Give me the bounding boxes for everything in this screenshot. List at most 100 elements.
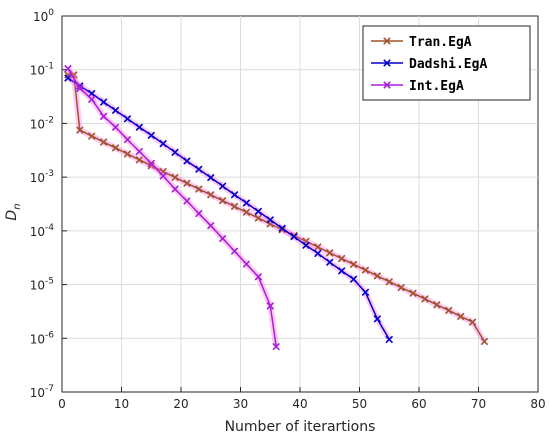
data-point xyxy=(70,71,78,79)
y-tick-label: 10-7 xyxy=(30,384,54,400)
legend-marker xyxy=(383,59,391,67)
data-point xyxy=(218,182,227,190)
data-point xyxy=(87,89,96,98)
data-point xyxy=(183,179,191,188)
data-point xyxy=(111,106,120,115)
x-tick-label: 0 xyxy=(58,397,66,411)
data-point xyxy=(337,254,346,263)
data-point xyxy=(254,272,263,281)
data-point xyxy=(147,131,156,140)
data-point xyxy=(433,301,441,309)
data-point xyxy=(99,138,108,146)
series-layer xyxy=(64,64,489,351)
data-point xyxy=(123,150,132,158)
data-point xyxy=(230,247,239,255)
legend-label: Tran.EgA xyxy=(409,35,472,50)
data-point xyxy=(218,196,227,205)
y-tick-label: 100 xyxy=(33,8,54,24)
data-point xyxy=(195,209,203,218)
legend-label: Dadshi.EgA xyxy=(409,57,487,72)
data-point xyxy=(361,288,370,297)
data-point xyxy=(206,190,215,199)
legend-marker xyxy=(383,37,391,45)
legend-label: Int.EgA xyxy=(409,79,464,94)
data-point xyxy=(325,258,334,267)
data-point xyxy=(468,318,477,326)
x-tick-label: 80 xyxy=(530,397,545,411)
data-point xyxy=(278,224,286,232)
data-point xyxy=(195,165,203,174)
data-point xyxy=(409,289,417,297)
data-point xyxy=(99,98,108,106)
data-point xyxy=(111,144,120,152)
data-point xyxy=(111,123,120,131)
x-tick-label: 60 xyxy=(411,397,426,411)
data-point xyxy=(147,161,156,170)
data-point xyxy=(230,202,239,211)
data-point xyxy=(242,199,251,207)
data-point xyxy=(159,139,167,148)
legend-marker xyxy=(383,81,391,89)
data-point xyxy=(254,207,263,216)
data-point xyxy=(135,123,144,131)
data-point xyxy=(87,95,96,104)
data-point xyxy=(206,221,215,230)
data-point xyxy=(230,190,239,199)
data-point xyxy=(171,148,179,157)
y-tick-label: 10-6 xyxy=(30,330,55,346)
data-point xyxy=(421,295,429,303)
data-point xyxy=(147,159,156,168)
data-point xyxy=(272,342,280,351)
data-point xyxy=(123,115,132,123)
y-tick-label: 10-4 xyxy=(30,223,55,239)
data-point xyxy=(337,267,346,275)
y-tick-label: 10-3 xyxy=(30,169,54,185)
axis-ticks: 0 10 20 30 40 50 60 70 80 100 10-1 10-2 10-3 10-4 10-5… xyxy=(30,8,546,411)
data-point xyxy=(135,156,144,164)
data-point xyxy=(123,135,132,144)
y-tick-label: 10-2 xyxy=(30,115,54,131)
data-point xyxy=(218,234,227,243)
data-point xyxy=(444,306,453,315)
data-point xyxy=(456,312,465,321)
grid xyxy=(62,16,538,392)
y-tick-label: 10-5 xyxy=(30,277,54,293)
x-tick-label: 40 xyxy=(292,397,307,411)
series-2 xyxy=(64,74,394,344)
data-point xyxy=(290,232,298,241)
series-1 xyxy=(64,71,489,346)
data-point xyxy=(325,249,334,257)
data-point xyxy=(159,172,167,180)
data-point xyxy=(373,272,382,280)
data-point xyxy=(242,260,251,268)
x-tick-label: 20 xyxy=(173,397,188,411)
data-point xyxy=(302,241,310,249)
data-point xyxy=(266,302,275,310)
data-point xyxy=(206,173,215,182)
data-point xyxy=(480,337,489,346)
x-tick-label: 70 xyxy=(471,397,486,411)
data-point xyxy=(195,185,203,193)
data-point xyxy=(314,249,322,258)
data-point xyxy=(349,275,358,283)
data-point xyxy=(171,173,179,182)
series-line xyxy=(67,77,390,340)
data-point xyxy=(64,74,72,82)
legend: Tran.EgA Dadshi.EgA Int.EgA xyxy=(362,25,531,101)
data-point xyxy=(314,243,322,251)
data-point xyxy=(171,185,179,193)
data-point xyxy=(397,283,405,292)
data-point xyxy=(385,335,394,344)
x-tick-label: 50 xyxy=(352,397,367,411)
data-point xyxy=(183,197,191,205)
y-tick-label: 10-1 xyxy=(30,62,54,78)
data-point xyxy=(373,315,382,323)
data-point xyxy=(87,132,96,140)
data-point xyxy=(76,126,84,134)
data-point xyxy=(183,157,191,165)
series-3 xyxy=(64,64,280,351)
x-tick-label: 10 xyxy=(114,397,129,411)
data-point xyxy=(254,214,263,222)
data-point xyxy=(135,147,144,156)
